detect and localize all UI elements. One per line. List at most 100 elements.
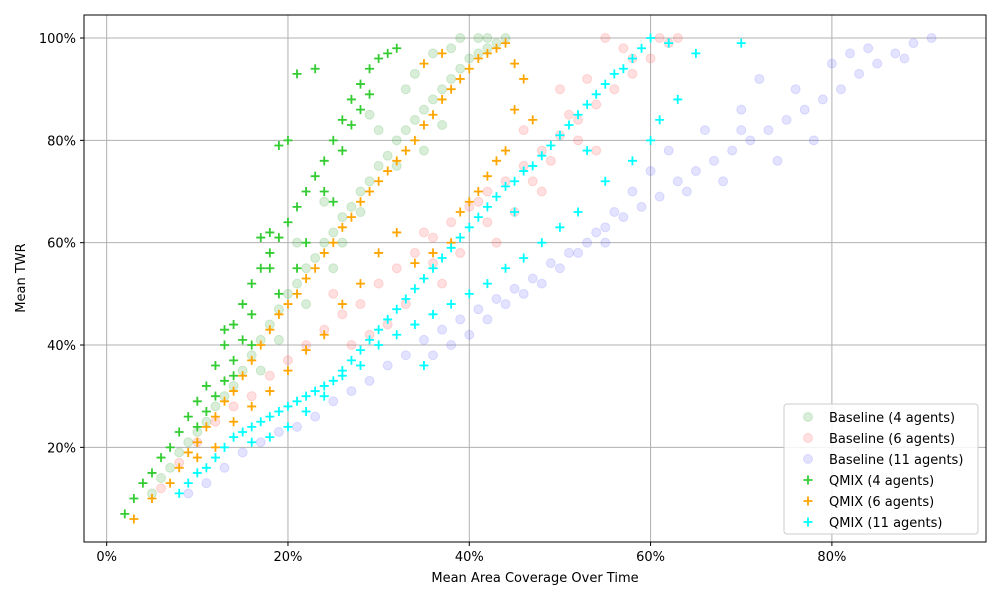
data-point (455, 207, 465, 217)
data-point (301, 391, 311, 401)
data-point (301, 274, 311, 283)
legend-label: Baseline (11 agents) (829, 453, 963, 468)
data-point (328, 288, 339, 299)
data-point (301, 263, 312, 274)
data-point (346, 386, 357, 397)
data-point (256, 417, 266, 427)
legend-marker (803, 412, 813, 422)
data-point (410, 135, 420, 145)
data-point (265, 386, 275, 396)
data-point (328, 135, 338, 145)
data-point (482, 186, 493, 197)
data-point (528, 115, 538, 125)
data-point (301, 345, 311, 355)
data-point (845, 48, 856, 59)
data-point (527, 273, 538, 284)
legend-item: Baseline (11 agents) (803, 453, 963, 468)
data-point (337, 115, 347, 125)
data-point (292, 237, 303, 248)
legend-item: Baseline (6 agents) (803, 432, 955, 447)
data-point (220, 325, 230, 335)
series-2 (183, 33, 937, 499)
data-point (618, 43, 629, 54)
data-point (391, 263, 402, 274)
data-point (229, 432, 239, 442)
data-point (229, 417, 239, 427)
legend-marker (803, 433, 813, 443)
data-point (446, 340, 457, 351)
data-point (337, 146, 347, 156)
data-point (655, 115, 665, 125)
data-point (256, 263, 266, 273)
data-point (292, 421, 303, 432)
data-point (781, 114, 792, 125)
data-point (283, 401, 293, 411)
legend-marker (803, 517, 813, 527)
legend-label: Baseline (4 agents) (829, 411, 955, 426)
data-point (618, 64, 628, 74)
data-point (673, 94, 683, 104)
data-point (210, 360, 220, 370)
legend-label: Baseline (6 agents) (829, 432, 955, 447)
data-point (247, 422, 257, 432)
data-point (165, 462, 176, 473)
data-point (364, 109, 375, 120)
data-point (437, 94, 447, 104)
data-point (546, 140, 556, 150)
data-point (337, 371, 347, 381)
data-point (573, 247, 584, 258)
data-point (319, 156, 329, 166)
data-point (437, 253, 447, 263)
data-point (374, 53, 384, 63)
data-point (147, 468, 157, 478)
data-point (600, 222, 611, 233)
data-point (383, 166, 393, 176)
data-point (238, 335, 248, 345)
data-point (646, 135, 656, 145)
data-point (174, 488, 184, 498)
data-point (265, 227, 275, 237)
data-point (446, 43, 457, 54)
data-point (392, 227, 402, 237)
data-point (292, 263, 302, 273)
data-point (437, 48, 447, 58)
data-point (926, 33, 937, 44)
data-point (383, 314, 393, 324)
data-point (745, 135, 756, 146)
data-point (400, 84, 411, 95)
data-point (410, 320, 420, 330)
data-point (365, 64, 375, 74)
legend-item: Baseline (4 agents) (803, 411, 955, 426)
data-point (174, 447, 185, 458)
data-point (256, 340, 266, 350)
data-point (501, 146, 511, 156)
data-point (274, 289, 284, 299)
data-point (473, 33, 484, 44)
data-point (256, 233, 266, 243)
data-point (210, 453, 220, 463)
data-point (265, 412, 275, 422)
data-point (772, 155, 783, 166)
y-tick-label: 40% (47, 339, 76, 354)
data-point (355, 299, 366, 310)
data-point (428, 350, 439, 361)
data-point (473, 187, 483, 197)
data-point (337, 299, 347, 309)
data-point (274, 309, 284, 319)
data-point (690, 166, 701, 177)
data-point (582, 146, 592, 156)
data-point (609, 69, 619, 79)
data-point (174, 463, 184, 473)
data-point (419, 59, 429, 69)
legend-box (783, 403, 979, 535)
legend-marker (803, 475, 813, 485)
data-point (183, 437, 194, 448)
data-point (808, 135, 819, 146)
data-point (455, 247, 466, 258)
data-point (192, 396, 202, 406)
data-point (282, 355, 293, 366)
data-point (536, 186, 547, 197)
data-point (418, 145, 429, 156)
x-tick-label: 60% (636, 550, 665, 565)
data-point (220, 340, 230, 350)
